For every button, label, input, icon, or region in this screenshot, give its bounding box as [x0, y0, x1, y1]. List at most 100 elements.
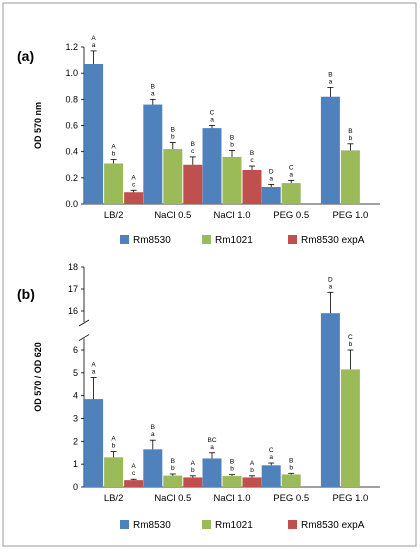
bar	[163, 149, 183, 204]
legend-label: Rm1021	[215, 520, 253, 531]
bar	[163, 475, 183, 487]
significance-letter-lower: b	[230, 466, 234, 473]
significance-letter-lower: b	[112, 151, 116, 158]
significance-letter-lower: a	[210, 444, 214, 451]
legend-swatch	[288, 520, 297, 529]
y-tick-label: 0.8	[65, 94, 78, 104]
y-tick-label: 17	[68, 284, 78, 294]
bar	[242, 169, 262, 204]
significance-letter-lower: b	[230, 141, 234, 148]
significance-letter-lower: a	[329, 79, 333, 86]
significance-letter-lower: c	[132, 181, 136, 188]
y-tick-label: 18	[68, 262, 78, 272]
significance-letter-lower: b	[349, 135, 353, 142]
bar	[340, 369, 360, 487]
panel-a: (a) OD 570 nm 0.0 0.2 0.4 0.6 0.8 1.0 1.2 LB/2 NaC…	[17, 35, 380, 246]
bar	[281, 183, 301, 204]
x-tick-label: PEG 0.5	[273, 210, 309, 221]
axis-break-mark	[78, 319, 90, 341]
legend-swatch	[288, 235, 297, 244]
x-tick-label: NaCl 1.0	[214, 210, 251, 221]
bar	[261, 465, 281, 487]
legend-swatch	[120, 520, 129, 529]
bar	[202, 458, 222, 487]
significance-letter-upper: B	[250, 150, 254, 157]
significance-letter-lower: a	[269, 454, 273, 461]
significance-letter-upper: B	[151, 424, 155, 431]
significance-letter-lower: b	[250, 467, 254, 474]
y-tick-label: 5	[73, 368, 78, 378]
significance-letter-lower: b	[112, 443, 116, 450]
significance-letter-upper: B	[151, 83, 155, 90]
bar	[261, 186, 281, 204]
significance-letter-upper: A	[131, 174, 136, 181]
legend-label: Rm1021	[215, 235, 253, 246]
x-tick-label: NaCl 0.5	[154, 210, 191, 221]
panel-label: (b)	[17, 286, 35, 302]
y-tick-label: 3	[73, 414, 78, 424]
bar	[242, 477, 262, 487]
significance-letter-upper: B	[171, 458, 175, 465]
significance-letter-upper: A	[131, 463, 136, 470]
significance-letter-lower: b	[171, 465, 175, 472]
significance-letter-upper: B	[191, 141, 195, 148]
y-tick-label: 0.0	[65, 199, 78, 209]
significance-letter-upper: D	[269, 168, 274, 175]
x-tick-label: NaCl 0.5	[154, 493, 191, 504]
y-tick-label: 2	[73, 436, 78, 446]
y-axis-title: OD 570 / OD 620	[33, 342, 43, 412]
y-tick-label: 16	[68, 306, 78, 316]
significance-letter-lower: a	[151, 431, 155, 438]
bar	[320, 313, 340, 487]
y-tick-label: 1.0	[65, 68, 78, 78]
x-tick-label: PEG 0.5	[273, 493, 309, 504]
significance-letter-upper: C	[348, 334, 353, 341]
panel-label: (a)	[17, 48, 34, 64]
y-tick-label: 0	[73, 482, 78, 492]
significance-letter-upper: C	[289, 164, 294, 171]
significance-letter-lower: a	[329, 283, 333, 290]
significance-letter-lower: a	[92, 42, 96, 49]
y-tick-label: 0.6	[65, 121, 78, 131]
significance-letter-lower: c	[250, 157, 254, 164]
bar	[340, 150, 360, 204]
significance-letter-upper: A	[111, 436, 116, 443]
bar	[124, 480, 144, 487]
significance-letter-upper: B	[348, 128, 352, 135]
figure-border	[2, 2, 417, 547]
significance-letter-upper: A	[191, 460, 196, 467]
significance-letter-lower: a	[269, 175, 273, 182]
bar	[281, 474, 301, 487]
significance-letter-upper: A	[111, 144, 116, 151]
significance-letter-upper: B	[230, 134, 234, 141]
x-tick-label: PEG 1.0	[332, 493, 368, 504]
bar	[222, 156, 242, 204]
significance-letter-upper: C	[210, 110, 215, 117]
significance-letter-lower: a	[210, 117, 214, 124]
bar	[222, 476, 242, 487]
legend-swatch	[120, 235, 129, 244]
significance-letter-lower: a	[92, 368, 96, 375]
y-tick-label: 0.2	[65, 173, 78, 183]
bar	[320, 96, 340, 204]
significance-letter-upper: BC	[207, 437, 216, 444]
legend-label: Rm8530 expA	[301, 235, 365, 246]
significance-letter-upper: C	[269, 447, 274, 454]
significance-letter-upper: D	[328, 276, 333, 283]
significance-letter-upper: B	[230, 459, 234, 466]
bar	[143, 449, 163, 487]
bar	[84, 64, 104, 204]
bar	[104, 163, 124, 204]
bar	[143, 104, 163, 204]
significance-letter-lower: b	[289, 464, 293, 471]
x-tick-label: NaCl 1.0	[214, 493, 251, 504]
legend-label: Rm8530	[133, 520, 171, 531]
legend-label: Rm8530 expA	[301, 520, 365, 531]
legend-label: Rm8530	[133, 235, 171, 246]
legend-swatch	[202, 235, 211, 244]
significance-letter-lower: c	[191, 148, 195, 155]
bar	[183, 477, 203, 487]
legend-swatch	[202, 520, 211, 529]
